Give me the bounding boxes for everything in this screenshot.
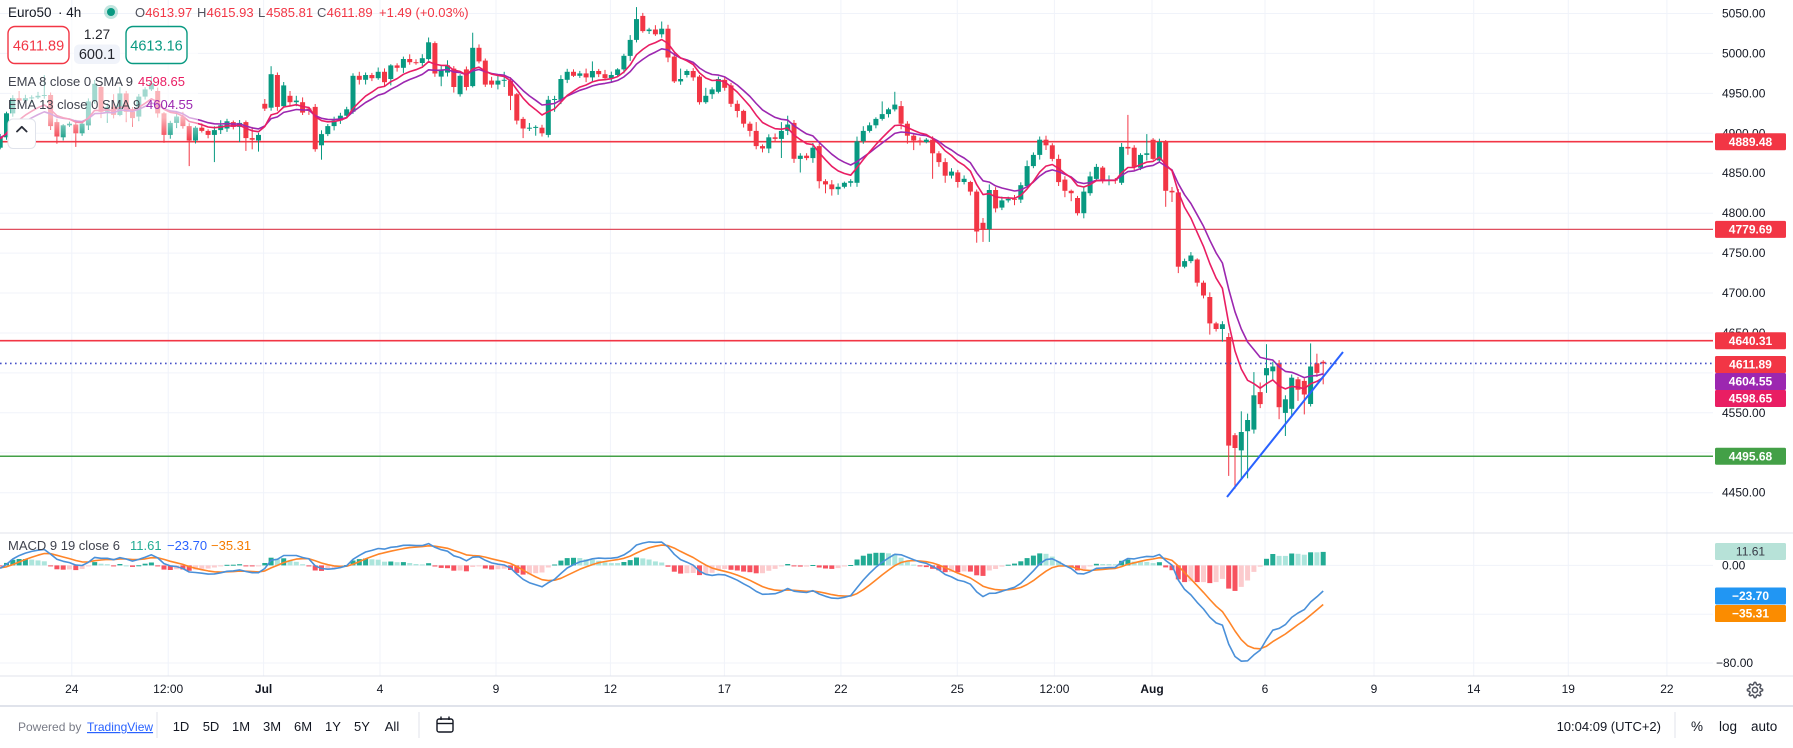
svg-text:4598.65: 4598.65 (138, 74, 185, 89)
svg-text:22: 22 (1660, 682, 1674, 696)
svg-text:C: C (317, 5, 326, 20)
svg-text:4585.81: 4585.81 (266, 5, 313, 20)
svg-text:11.61: 11.61 (1736, 545, 1765, 559)
svg-text:6M: 6M (294, 719, 312, 734)
svg-text:4611.89: 4611.89 (1729, 358, 1772, 372)
svg-text:14: 14 (1467, 682, 1481, 696)
svg-text:%: % (1691, 719, 1703, 734)
svg-text:EMA 8 close 0 SMA 9: EMA 8 close 0 SMA 9 (8, 74, 133, 89)
svg-text:4800.00: 4800.00 (1722, 206, 1766, 220)
svg-text:11.61: 11.61 (130, 538, 162, 553)
svg-text:0.00: 0.00 (1722, 558, 1746, 572)
svg-text:4613.16: 4613.16 (130, 39, 182, 55)
svg-text:4613.97: 4613.97 (145, 5, 192, 20)
svg-text:4615.93: 4615.93 (207, 5, 254, 20)
svg-text:−23.70: −23.70 (1732, 589, 1769, 603)
svg-text:1.27: 1.27 (84, 27, 110, 42)
svg-text:4550.00: 4550.00 (1722, 406, 1766, 420)
svg-text:· 4h: · 4h (58, 5, 81, 20)
svg-text:1M: 1M (232, 719, 250, 734)
svg-text:4495.68: 4495.68 (1729, 449, 1773, 463)
svg-text:5050.00: 5050.00 (1722, 7, 1766, 21)
svg-text:MACD 9 19 close 6: MACD 9 19 close 6 (8, 538, 120, 553)
svg-text:−35.31: −35.31 (1732, 607, 1769, 621)
svg-text:TradingView: TradingView (87, 720, 153, 734)
svg-text:4950.00: 4950.00 (1722, 86, 1766, 100)
svg-text:12:00: 12:00 (153, 682, 183, 696)
svg-text:Jul: Jul (255, 682, 272, 696)
svg-text:L: L (258, 5, 265, 20)
svg-text:3M: 3M (263, 719, 281, 734)
svg-text:9: 9 (1371, 682, 1378, 696)
svg-text:log: log (1719, 719, 1737, 734)
svg-text:17: 17 (718, 682, 732, 696)
svg-text:4604.55: 4604.55 (146, 97, 193, 112)
svg-text:Aug: Aug (1140, 682, 1163, 696)
svg-text:12: 12 (604, 682, 618, 696)
svg-text:19: 19 (1562, 682, 1576, 696)
svg-text:4450.00: 4450.00 (1722, 486, 1766, 500)
svg-text:auto: auto (1751, 719, 1777, 734)
svg-text:4889.48: 4889.48 (1729, 135, 1773, 149)
svg-text:4700.00: 4700.00 (1722, 286, 1766, 300)
svg-text:−80.00: −80.00 (1716, 656, 1753, 670)
svg-text:O: O (135, 5, 145, 20)
svg-text:25: 25 (951, 682, 965, 696)
svg-text:All: All (385, 719, 400, 734)
svg-text:−23.70: −23.70 (167, 538, 207, 553)
svg-text:4850.00: 4850.00 (1722, 166, 1766, 180)
svg-text:1Y: 1Y (325, 719, 341, 734)
svg-text:1D: 1D (173, 719, 190, 734)
svg-text:9: 9 (493, 682, 500, 696)
svg-text:5D: 5D (203, 719, 220, 734)
svg-text:5Y: 5Y (354, 719, 370, 734)
svg-text:4611.89: 4611.89 (13, 39, 64, 55)
svg-text:4779.69: 4779.69 (1729, 223, 1773, 237)
svg-text:Euro50: Euro50 (8, 5, 52, 20)
svg-text:+1.49 (+0.03%): +1.49 (+0.03%) (379, 5, 469, 20)
svg-text:12:00: 12:00 (1039, 682, 1069, 696)
svg-text:EMA 13 close 0 SMA 9: EMA 13 close 0 SMA 9 (8, 97, 140, 112)
svg-text:4611.89: 4611.89 (327, 5, 373, 20)
svg-text:22: 22 (834, 682, 848, 696)
svg-text:600.1: 600.1 (79, 47, 115, 63)
svg-text:4598.65: 4598.65 (1729, 392, 1773, 406)
svg-text:4750.00: 4750.00 (1722, 246, 1766, 260)
svg-text:4640.31: 4640.31 (1729, 334, 1773, 348)
svg-text:H: H (197, 5, 206, 20)
svg-text:4: 4 (377, 682, 384, 696)
svg-text:24: 24 (65, 682, 79, 696)
svg-text:−35.31: −35.31 (211, 538, 251, 553)
svg-text:4604.55: 4604.55 (1729, 375, 1773, 389)
svg-text:6: 6 (1262, 682, 1269, 696)
svg-text:5000.00: 5000.00 (1722, 46, 1766, 60)
svg-text:10:04:09 (UTC+2): 10:04:09 (UTC+2) (1557, 719, 1661, 734)
svg-text:Powered by: Powered by (18, 720, 81, 734)
